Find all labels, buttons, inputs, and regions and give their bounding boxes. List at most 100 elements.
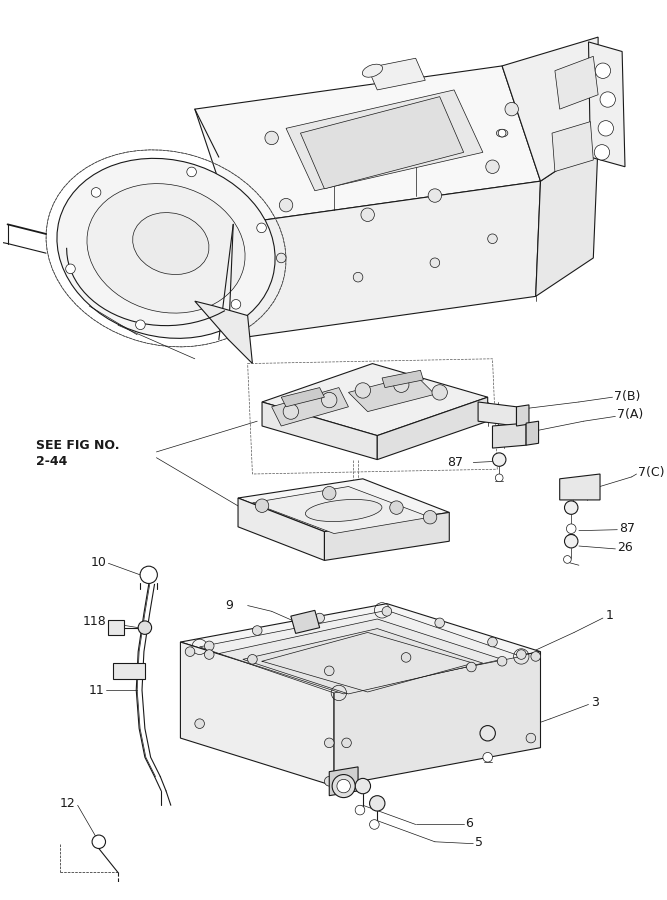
Circle shape: [332, 775, 355, 797]
Circle shape: [498, 656, 507, 666]
Polygon shape: [334, 652, 540, 786]
Ellipse shape: [362, 64, 383, 77]
Circle shape: [488, 637, 498, 647]
Polygon shape: [588, 42, 625, 166]
Text: 87: 87: [619, 522, 635, 536]
Circle shape: [466, 662, 476, 671]
Polygon shape: [555, 57, 598, 109]
Circle shape: [526, 734, 536, 742]
Text: 118: 118: [83, 616, 107, 628]
Circle shape: [488, 234, 498, 244]
Circle shape: [185, 647, 195, 656]
Polygon shape: [252, 487, 430, 534]
Ellipse shape: [496, 130, 508, 137]
Circle shape: [600, 92, 616, 107]
Circle shape: [483, 752, 492, 762]
Circle shape: [516, 650, 526, 660]
Polygon shape: [300, 96, 464, 189]
Circle shape: [204, 650, 214, 660]
Circle shape: [564, 535, 578, 548]
Circle shape: [321, 392, 337, 408]
Circle shape: [324, 777, 334, 786]
Polygon shape: [195, 302, 252, 364]
Circle shape: [138, 621, 151, 634]
Circle shape: [370, 820, 379, 829]
Polygon shape: [348, 375, 435, 411]
Polygon shape: [238, 498, 324, 561]
Polygon shape: [516, 405, 529, 426]
Text: 3: 3: [592, 696, 599, 709]
Circle shape: [486, 160, 499, 174]
Circle shape: [505, 103, 518, 116]
Ellipse shape: [87, 184, 245, 313]
Circle shape: [204, 641, 214, 651]
Text: 7(B): 7(B): [614, 390, 641, 402]
Polygon shape: [378, 397, 488, 460]
Polygon shape: [195, 66, 540, 224]
Text: 7(A): 7(A): [618, 408, 644, 421]
Circle shape: [135, 320, 145, 329]
Circle shape: [91, 187, 101, 197]
Circle shape: [498, 130, 506, 137]
Circle shape: [339, 777, 348, 786]
Circle shape: [195, 719, 204, 728]
Polygon shape: [492, 423, 526, 448]
Circle shape: [354, 273, 363, 282]
Polygon shape: [113, 663, 145, 679]
Polygon shape: [262, 364, 488, 436]
Circle shape: [140, 566, 157, 583]
Text: SEE FIG NO.: SEE FIG NO.: [37, 438, 120, 452]
Polygon shape: [180, 642, 334, 786]
Polygon shape: [552, 122, 594, 172]
Circle shape: [231, 300, 241, 309]
Polygon shape: [502, 37, 598, 181]
Polygon shape: [109, 620, 124, 635]
Circle shape: [480, 725, 496, 741]
Circle shape: [564, 555, 571, 563]
Text: 7(C): 7(C): [638, 465, 665, 479]
Circle shape: [265, 131, 278, 145]
Text: 87: 87: [448, 456, 464, 469]
Circle shape: [370, 796, 385, 811]
Circle shape: [323, 487, 336, 500]
Circle shape: [424, 510, 437, 524]
Polygon shape: [478, 402, 516, 426]
Text: 12: 12: [60, 796, 76, 810]
Polygon shape: [243, 628, 483, 694]
Polygon shape: [281, 388, 324, 407]
Polygon shape: [199, 610, 522, 693]
Text: 11: 11: [89, 684, 105, 697]
Ellipse shape: [305, 500, 382, 521]
Polygon shape: [382, 370, 424, 388]
Text: 5: 5: [475, 836, 483, 850]
Circle shape: [324, 666, 334, 676]
Polygon shape: [536, 143, 598, 296]
Circle shape: [390, 501, 403, 514]
Circle shape: [252, 626, 262, 635]
Polygon shape: [526, 421, 538, 446]
Circle shape: [531, 652, 540, 662]
Polygon shape: [291, 610, 319, 634]
Circle shape: [594, 145, 610, 160]
Circle shape: [315, 613, 324, 623]
Circle shape: [65, 264, 75, 274]
Text: 9: 9: [225, 599, 233, 612]
Text: 2-44: 2-44: [37, 455, 68, 468]
Circle shape: [92, 835, 105, 849]
Polygon shape: [329, 767, 358, 796]
Circle shape: [342, 738, 352, 748]
Circle shape: [598, 121, 614, 136]
Circle shape: [394, 377, 409, 392]
Text: 1: 1: [606, 608, 614, 622]
Polygon shape: [180, 604, 540, 690]
Polygon shape: [560, 474, 600, 500]
Polygon shape: [228, 181, 540, 339]
Text: 10: 10: [91, 556, 107, 569]
Circle shape: [428, 189, 442, 202]
Circle shape: [382, 607, 392, 616]
Polygon shape: [262, 402, 378, 460]
Circle shape: [279, 198, 293, 212]
Circle shape: [564, 501, 578, 514]
Ellipse shape: [57, 158, 275, 338]
Circle shape: [430, 258, 440, 267]
